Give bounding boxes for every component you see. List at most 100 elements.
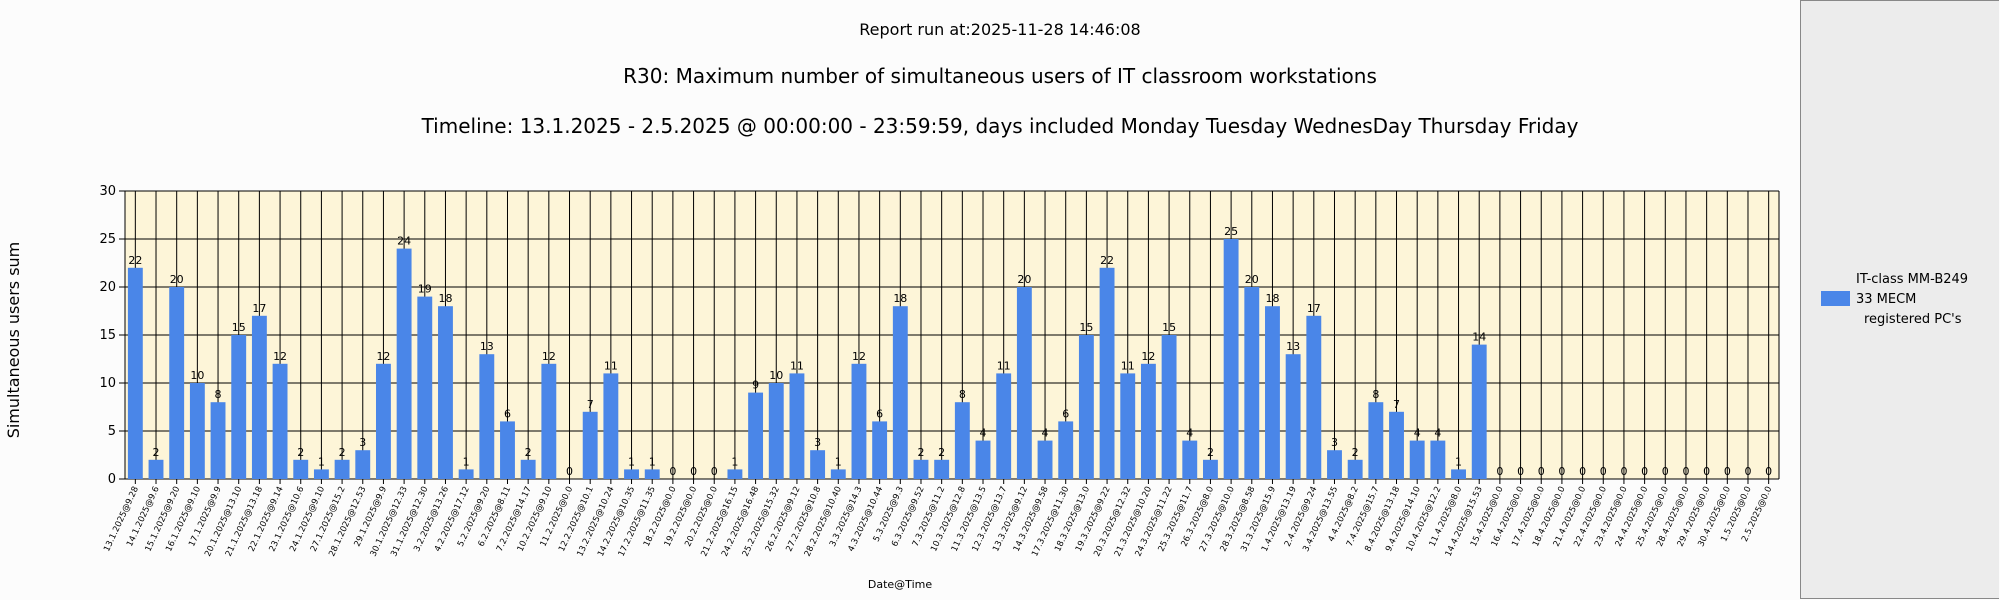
data-label: 0 — [1703, 465, 1710, 478]
data-label: 11 — [997, 359, 1011, 372]
bar — [1140, 363, 1156, 479]
bar — [1306, 315, 1322, 479]
data-label: 25 — [1224, 225, 1238, 238]
chart-subtitle: Timeline: 13.1.2025 - 2.5.2025 @ 00:00:0… — [421, 114, 1579, 138]
y-tick-label: 10 — [99, 376, 116, 391]
data-label: 12 — [1141, 350, 1155, 363]
bar — [1202, 459, 1218, 479]
data-label: 2 — [153, 446, 160, 459]
y-tick-label: 25 — [99, 232, 116, 247]
x-axis-label: Date@Time — [867, 578, 933, 591]
bar — [851, 363, 867, 479]
bar — [334, 459, 350, 479]
data-label: 8 — [1372, 388, 1379, 401]
data-label: 15 — [232, 321, 246, 334]
bar — [1058, 421, 1074, 479]
bar — [892, 306, 908, 479]
bar — [810, 450, 826, 479]
data-label: 2 — [938, 446, 945, 459]
bar — [1037, 440, 1053, 479]
data-label: 1 — [1455, 455, 1462, 468]
bar-chart: 0510152025302213.1.2025@9.28214.1.2025@9… — [99, 184, 1780, 558]
bar — [727, 469, 743, 479]
data-label: 0 — [566, 465, 573, 478]
bar — [768, 383, 784, 479]
data-label: 17 — [1307, 302, 1321, 315]
data-label: 11 — [790, 359, 804, 372]
data-label: 0 — [690, 465, 697, 478]
bar — [375, 363, 391, 479]
bar — [231, 335, 247, 479]
data-label: 0 — [1765, 465, 1772, 478]
bar — [520, 459, 536, 479]
data-label: 7 — [1393, 398, 1400, 411]
bar — [934, 459, 950, 479]
bar — [1471, 344, 1487, 479]
bar — [1099, 267, 1115, 479]
bar — [1244, 287, 1260, 479]
bar — [954, 402, 970, 479]
data-label: 9 — [752, 379, 759, 392]
data-label: 4 — [1042, 427, 1049, 440]
data-label: 18 — [438, 292, 452, 305]
bar — [975, 440, 991, 479]
bar — [582, 411, 598, 479]
legend-line-3: registered PC's — [1864, 312, 1962, 327]
data-label: 3 — [1331, 436, 1338, 449]
data-label: 1 — [835, 455, 842, 468]
data-label: 12 — [376, 350, 390, 363]
data-label: 2 — [1352, 446, 1359, 459]
bar — [1389, 411, 1404, 479]
data-label: 0 — [669, 465, 676, 478]
bar — [438, 306, 453, 479]
legend-line-2: 33 MECM — [1856, 292, 1917, 307]
bar — [479, 354, 495, 479]
data-label: 1 — [649, 455, 656, 468]
data-label: 0 — [1600, 465, 1607, 478]
data-label: 6 — [876, 407, 883, 420]
bar — [830, 469, 846, 479]
bar — [1451, 469, 1466, 479]
bar — [624, 469, 639, 479]
data-label: 0 — [1496, 465, 1503, 478]
bar — [210, 402, 226, 479]
bar — [1016, 287, 1032, 479]
data-label: 2 — [339, 446, 346, 459]
data-label: 6 — [1062, 407, 1069, 420]
data-label: 1 — [731, 455, 738, 468]
data-label: 0 — [1579, 465, 1586, 478]
bar — [996, 373, 1012, 479]
data-label: 12 — [273, 350, 287, 363]
data-label: 0 — [1662, 465, 1669, 478]
data-label: 13 — [1286, 340, 1300, 353]
bar — [355, 450, 371, 479]
data-label: 0 — [1641, 465, 1648, 478]
bar — [127, 267, 143, 479]
bar — [189, 383, 205, 479]
data-label: 0 — [1620, 465, 1627, 478]
data-label: 20 — [170, 273, 184, 286]
data-label: 1 — [628, 455, 635, 468]
bar — [1078, 335, 1094, 479]
data-label: 0 — [1744, 465, 1751, 478]
data-label: 18 — [893, 292, 907, 305]
bar — [1347, 459, 1363, 479]
data-label: 19 — [418, 283, 432, 296]
bar — [313, 469, 329, 479]
data-label: 0 — [711, 465, 718, 478]
data-label: 2 — [525, 446, 532, 459]
data-label: 3 — [359, 436, 366, 449]
y-tick-label: 0 — [108, 472, 116, 487]
bar — [293, 459, 309, 479]
data-label: 2 — [917, 446, 924, 459]
bar — [789, 373, 805, 479]
bar — [541, 363, 557, 479]
data-label: 0 — [1682, 465, 1689, 478]
data-label: 13 — [480, 340, 494, 353]
y-tick-label: 20 — [99, 280, 116, 295]
bar — [748, 392, 764, 479]
data-label: 3 — [814, 436, 821, 449]
data-label: 15 — [1162, 321, 1176, 334]
bar — [169, 287, 185, 479]
bar — [872, 421, 888, 479]
